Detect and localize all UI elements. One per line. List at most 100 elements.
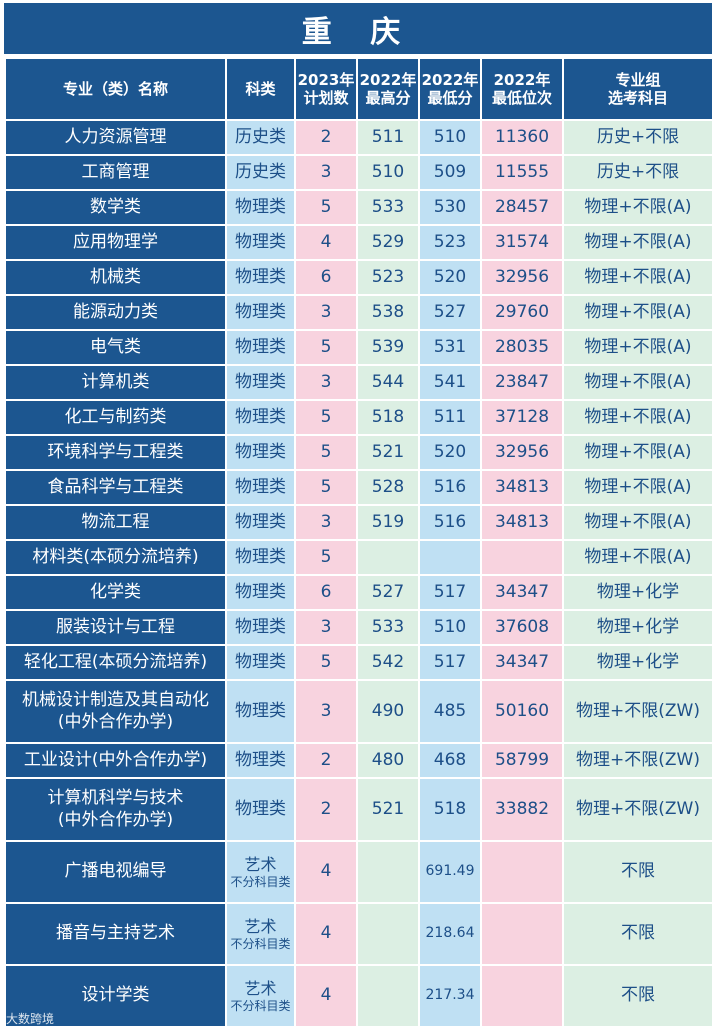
cell-max-2022: 544 <box>356 364 420 401</box>
cell-max-2022: 519 <box>356 504 420 541</box>
cell-plan-2023: 2 <box>294 742 358 779</box>
cell-category: 物理类 <box>225 224 296 261</box>
cell-max-2022: 521 <box>356 434 420 471</box>
cell-min-rank-2022: 37128 <box>480 399 564 436</box>
cell-min-2022: 509 <box>418 154 482 191</box>
cell-max-2022: 511 <box>356 119 420 156</box>
cell-major-name: 播音与主持艺术 <box>4 902 227 966</box>
cell-category: 物理类 <box>225 679 296 744</box>
table-row: 计算机科学与技术 (中外合作办学) 物理类 2 521 518 33882 物理+不限(ZW) <box>4 777 714 842</box>
cell-plan-2023: 3 <box>294 504 358 541</box>
cell-category: 历史类 <box>225 154 296 191</box>
category-main: 艺术 <box>244 978 277 998</box>
cell-category: 物理类 <box>225 504 296 541</box>
cell-major-name: 能源动力类 <box>4 294 227 331</box>
cell-min-rank-2022: 11360 <box>480 119 564 156</box>
cell-max-2022: 529 <box>356 224 420 261</box>
cell-required-subjects: 物理+不限(A) <box>562 259 714 296</box>
table-row: 工商管理 历史类 3 510 509 11555 历史+不限 <box>4 154 714 191</box>
cell-required-subjects: 物理+化学 <box>562 574 714 611</box>
cell-plan-2023: 4 <box>294 902 358 966</box>
cell-category: 物理类 <box>225 609 296 646</box>
cell-major-name: 工商管理 <box>4 154 227 191</box>
table-row: 工业设计(中外合作办学) 物理类 2 480 468 58799 物理+不限(ZW) <box>4 742 714 779</box>
cell-category: 艺术 不分科目类 <box>225 840 296 904</box>
cell-required-subjects: 物理+不限(ZW) <box>562 679 714 744</box>
cell-max-2022: 510 <box>356 154 420 191</box>
category-sub: 不分科目类 <box>230 936 291 951</box>
admission-table: 专业（类）名称 科类 2023年 计划数 2022年 最高分 2022年 最低分 20… <box>4 57 714 1028</box>
cell-min-rank-2022: 37608 <box>480 609 564 646</box>
cell-min-rank-2022: 34347 <box>480 644 564 681</box>
cell-max-2022 <box>356 840 420 904</box>
cell-min-2022: 516 <box>418 469 482 506</box>
cell-major-name: 设计学类 <box>4 964 227 1028</box>
cell-plan-2023: 6 <box>294 574 358 611</box>
cell-major-name: 服装设计与工程 <box>4 609 227 646</box>
table-row: 机械设计制造及其自动化 (中外合作办学) 物理类 3 490 485 50160 物理+不限(… <box>4 679 714 744</box>
cell-max-2022 <box>356 964 420 1028</box>
cell-max-2022 <box>356 902 420 966</box>
cell-category: 物理类 <box>225 644 296 681</box>
cell-required-subjects: 物理+不限(A) <box>562 469 714 506</box>
cell-category: 物理类 <box>225 294 296 331</box>
cell-min-2022: 510 <box>418 609 482 646</box>
cell-min-2022 <box>418 539 482 576</box>
cell-max-2022: 523 <box>356 259 420 296</box>
cell-min-2022: 217.34 <box>418 964 482 1028</box>
category-main: 艺术 <box>244 854 277 874</box>
cell-category: 物理类 <box>225 329 296 366</box>
table-row: 数学类 物理类 5 533 530 28457 物理+不限(A) <box>4 189 714 226</box>
cell-min-rank-2022: 32956 <box>480 434 564 471</box>
cell-max-2022: 528 <box>356 469 420 506</box>
table-row: 轻化工程(本硕分流培养) 物理类 5 542 517 34347 物理+化学 <box>4 644 714 681</box>
cell-required-subjects: 物理+不限(A) <box>562 294 714 331</box>
cell-min-2022: 520 <box>418 434 482 471</box>
cell-plan-2023: 5 <box>294 539 358 576</box>
cell-category: 物理类 <box>225 189 296 226</box>
page-title: 重 庆 <box>4 3 712 57</box>
category-sub: 不分科目类 <box>230 874 291 889</box>
cell-max-2022: 480 <box>356 742 420 779</box>
table-row: 设计学类 艺术 不分科目类 4 217.34 不限 <box>4 964 714 1028</box>
cell-category: 物理类 <box>225 434 296 471</box>
table-row: 广播电视编导 艺术 不分科目类 4 691.49 不限 <box>4 840 714 904</box>
cell-category: 物理类 <box>225 574 296 611</box>
table-row: 应用物理学 物理类 4 529 523 31574 物理+不限(A) <box>4 224 714 261</box>
table-body: 人力资源管理 历史类 2 511 510 11360 历史+不限 工商管理 历史类 3 510 509… <box>4 119 714 1028</box>
cell-major-name: 化工与制药类 <box>4 399 227 436</box>
cell-min-2022: 691.49 <box>418 840 482 904</box>
table-row: 物流工程 物理类 3 519 516 34813 物理+不限(A) <box>4 504 714 541</box>
cell-min-rank-2022: 58799 <box>480 742 564 779</box>
cell-min-rank-2022 <box>480 964 564 1028</box>
cell-required-subjects: 物理+化学 <box>562 609 714 646</box>
cell-category: 物理类 <box>225 777 296 842</box>
cell-required-subjects: 物理+不限(A) <box>562 329 714 366</box>
cell-category: 物理类 <box>225 399 296 436</box>
header-row: 专业（类）名称 科类 2023年 计划数 2022年 最高分 2022年 最低分 20… <box>4 57 714 121</box>
cell-min-2022: 218.64 <box>418 902 482 966</box>
cell-plan-2023: 5 <box>294 469 358 506</box>
cell-major-name: 轻化工程(本硕分流培养) <box>4 644 227 681</box>
cell-category: 艺术 不分科目类 <box>225 902 296 966</box>
cell-plan-2023: 3 <box>294 294 358 331</box>
cell-required-subjects: 物理+不限(A) <box>562 434 714 471</box>
cell-major-name: 材料类(本硕分流培养) <box>4 539 227 576</box>
cell-min-rank-2022: 34347 <box>480 574 564 611</box>
cell-min-2022: 518 <box>418 777 482 842</box>
cell-max-2022: 533 <box>356 609 420 646</box>
cell-min-2022: 517 <box>418 644 482 681</box>
cell-min-2022: 520 <box>418 259 482 296</box>
cell-major-name: 物流工程 <box>4 504 227 541</box>
cell-major-name: 化学类 <box>4 574 227 611</box>
table-row: 化工与制药类 物理类 5 518 511 37128 物理+不限(A) <box>4 399 714 436</box>
cell-category: 物理类 <box>225 539 296 576</box>
cell-required-subjects: 物理+不限(A) <box>562 504 714 541</box>
table-row: 电气类 物理类 5 539 531 28035 物理+不限(A) <box>4 329 714 366</box>
cell-category: 历史类 <box>225 119 296 156</box>
cell-min-rank-2022: 31574 <box>480 224 564 261</box>
cell-max-2022: 539 <box>356 329 420 366</box>
cell-category: 物理类 <box>225 469 296 506</box>
cell-plan-2023: 2 <box>294 119 358 156</box>
table-row: 服装设计与工程 物理类 3 533 510 37608 物理+化学 <box>4 609 714 646</box>
